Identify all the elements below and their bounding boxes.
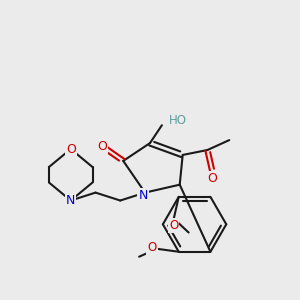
Text: O: O	[98, 140, 107, 152]
Text: N: N	[138, 189, 148, 202]
Text: O: O	[169, 219, 178, 232]
Text: O: O	[147, 241, 157, 254]
Text: O: O	[66, 142, 76, 155]
Text: HO: HO	[169, 114, 187, 127]
Text: N: N	[66, 194, 75, 207]
Text: O: O	[208, 172, 218, 185]
